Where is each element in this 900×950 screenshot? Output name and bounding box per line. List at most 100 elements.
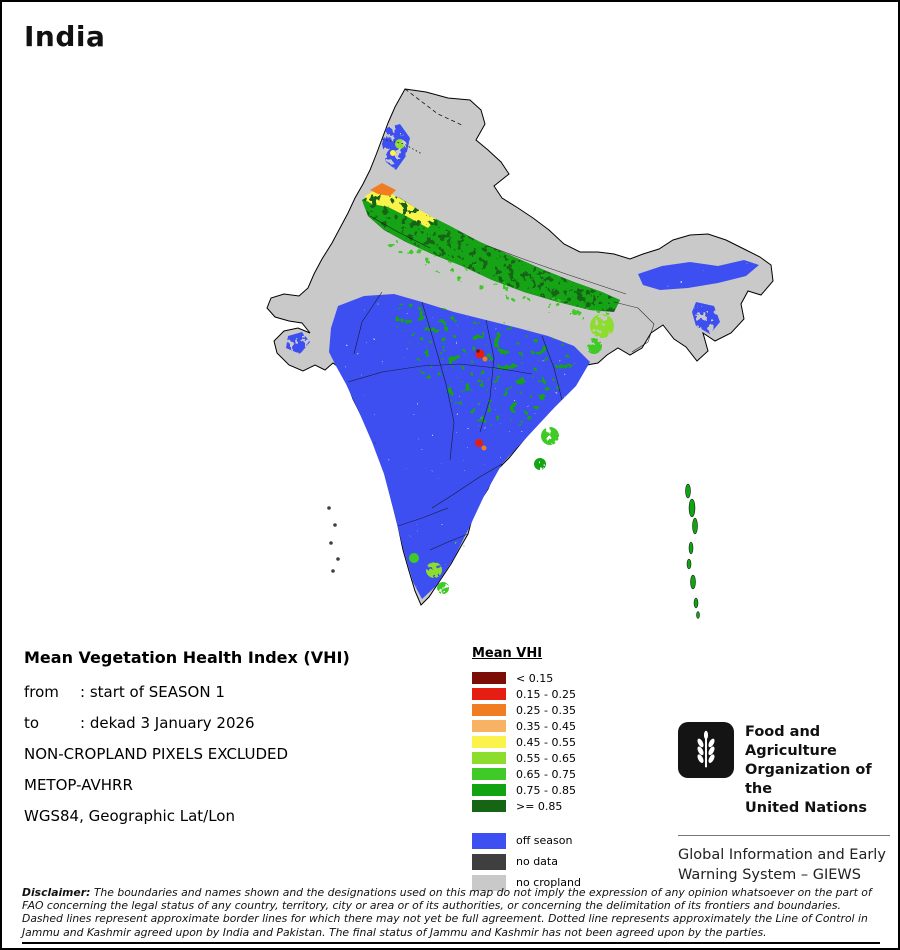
legend-label: < 0.15 bbox=[516, 671, 554, 685]
state-borders bbox=[347, 215, 655, 551]
border-line bbox=[429, 533, 469, 551]
off-season-northeast-patch bbox=[692, 302, 720, 334]
fao-org-line: Organization of the bbox=[745, 762, 872, 797]
legend-row: 0.45 - 0.55 bbox=[472, 734, 581, 750]
vhi-orange-patches bbox=[370, 183, 488, 451]
legend-extras: off season no data no cropland bbox=[472, 830, 581, 893]
off-season-saurashtra-patch bbox=[286, 332, 310, 354]
border-line bbox=[541, 335, 563, 401]
info-line-projection: WGS84, Geographic Lat/Lon bbox=[24, 807, 235, 825]
vhi-band-south-fringe bbox=[382, 234, 612, 324]
border-line bbox=[479, 319, 495, 433]
legend-swatch bbox=[472, 736, 506, 748]
map-info-block: Mean Vegetation Health Index (VHI) from … bbox=[24, 648, 350, 838]
vhi-patch bbox=[426, 562, 442, 578]
andaman-nicobar-islands bbox=[685, 483, 700, 619]
legend-row: no data bbox=[472, 851, 581, 872]
legend-label: 0.55 - 0.65 bbox=[516, 751, 576, 765]
vhi-legend: Mean VHI < 0.15 0.15 - 0.25 0.25 - 0.35 … bbox=[472, 646, 581, 893]
vhi-yellow-strip bbox=[362, 188, 436, 228]
dotted-line-of-control bbox=[381, 138, 423, 155]
legend-swatch bbox=[472, 672, 506, 684]
fao-branding-block: Food and Agriculture Organization of the… bbox=[678, 722, 890, 885]
legend-swatch bbox=[472, 853, 506, 870]
vhi-red-spot bbox=[475, 439, 483, 447]
disclaimer-text: Disclaimer: The boundaries and names sho… bbox=[22, 886, 880, 939]
legend-row: >= 0.85 bbox=[472, 798, 581, 814]
island bbox=[688, 541, 694, 555]
vhi-yellow-patches bbox=[362, 150, 436, 228]
info-from-value: : start of SEASON 1 bbox=[80, 683, 225, 701]
vhi-patch bbox=[541, 427, 559, 445]
fao-header: Food and Agriculture Organization of the… bbox=[678, 722, 890, 818]
info-line-from: from : start of SEASON 1 bbox=[24, 683, 350, 714]
legend-row: 0.25 - 0.35 bbox=[472, 702, 581, 718]
legend-row: off season bbox=[472, 830, 581, 851]
legend-title: Mean VHI bbox=[472, 646, 543, 661]
vhi-patch bbox=[586, 338, 602, 354]
info-to-label: to bbox=[24, 714, 40, 732]
vhi-darkred-spot bbox=[476, 349, 480, 353]
island bbox=[685, 483, 691, 499]
island bbox=[693, 597, 699, 609]
vhi-darkred-dot bbox=[476, 349, 480, 353]
island bbox=[696, 611, 700, 619]
legend-swatch bbox=[472, 784, 506, 796]
vhi-orange-sliver bbox=[370, 183, 396, 196]
legend-row: 0.15 - 0.25 bbox=[472, 686, 581, 702]
legend-label: 0.15 - 0.25 bbox=[516, 687, 576, 701]
giews-line: Warning System – GIEWS bbox=[678, 867, 861, 883]
border-line bbox=[421, 301, 455, 461]
info-to-value: : dekad 3 January 2026 bbox=[80, 714, 255, 732]
legend-swatch bbox=[472, 768, 506, 780]
legend-swatch bbox=[472, 704, 506, 716]
border-line bbox=[353, 291, 383, 355]
legend-label: no data bbox=[516, 855, 558, 868]
border-line bbox=[369, 215, 431, 249]
border-line bbox=[613, 301, 655, 353]
legend-swatch bbox=[472, 874, 506, 891]
vhi-patch bbox=[534, 458, 546, 470]
island bbox=[336, 557, 340, 561]
island bbox=[688, 498, 696, 518]
lakshadweep-islands bbox=[327, 506, 340, 573]
fao-logo bbox=[678, 722, 734, 778]
wheat-icon bbox=[697, 730, 715, 768]
page-title: India bbox=[24, 20, 106, 53]
legend-label: no cropland bbox=[516, 876, 581, 889]
off-season-assam-valley bbox=[638, 260, 759, 290]
info-from-label: from bbox=[24, 683, 59, 701]
fao-org-line: Food and Agriculture bbox=[745, 724, 837, 759]
island bbox=[331, 569, 335, 573]
fao-org-name: Food and Agriculture Organization of the… bbox=[745, 722, 890, 818]
fao-divider bbox=[678, 835, 890, 836]
legend-label: 0.25 - 0.35 bbox=[516, 703, 576, 717]
legend-swatch bbox=[472, 800, 506, 812]
border-line bbox=[431, 463, 503, 509]
island bbox=[692, 517, 698, 535]
giews-line: Global Information and Early bbox=[678, 847, 886, 863]
fao-org-line: United Nations bbox=[745, 800, 867, 816]
legend-swatch bbox=[472, 752, 506, 764]
legend-row: < 0.15 bbox=[472, 670, 581, 686]
disclaimer-body: The boundaries and names shown and the d… bbox=[22, 886, 872, 939]
border-line bbox=[397, 507, 449, 527]
info-line-to: to : dekad 3 January 2026 bbox=[24, 714, 350, 745]
legend-label: >= 0.85 bbox=[516, 799, 563, 813]
legend-row: 0.35 - 0.45 bbox=[472, 718, 581, 734]
legend-label: 0.45 - 0.55 bbox=[516, 735, 576, 749]
legend-label: 0.75 - 0.85 bbox=[516, 783, 576, 797]
vhi-patch bbox=[437, 582, 449, 594]
legend-label: off season bbox=[516, 834, 573, 847]
vhi-patch bbox=[409, 553, 419, 563]
vhi-green-patches bbox=[382, 234, 612, 594]
island bbox=[690, 574, 696, 590]
border-line bbox=[347, 363, 533, 383]
legend-label: 0.35 - 0.45 bbox=[516, 719, 576, 733]
vhi-patch bbox=[390, 150, 396, 156]
vhi-lightgreen-patches bbox=[395, 139, 614, 578]
island bbox=[333, 523, 337, 527]
info-line-sensor: METOP-AVHRR bbox=[24, 776, 133, 794]
